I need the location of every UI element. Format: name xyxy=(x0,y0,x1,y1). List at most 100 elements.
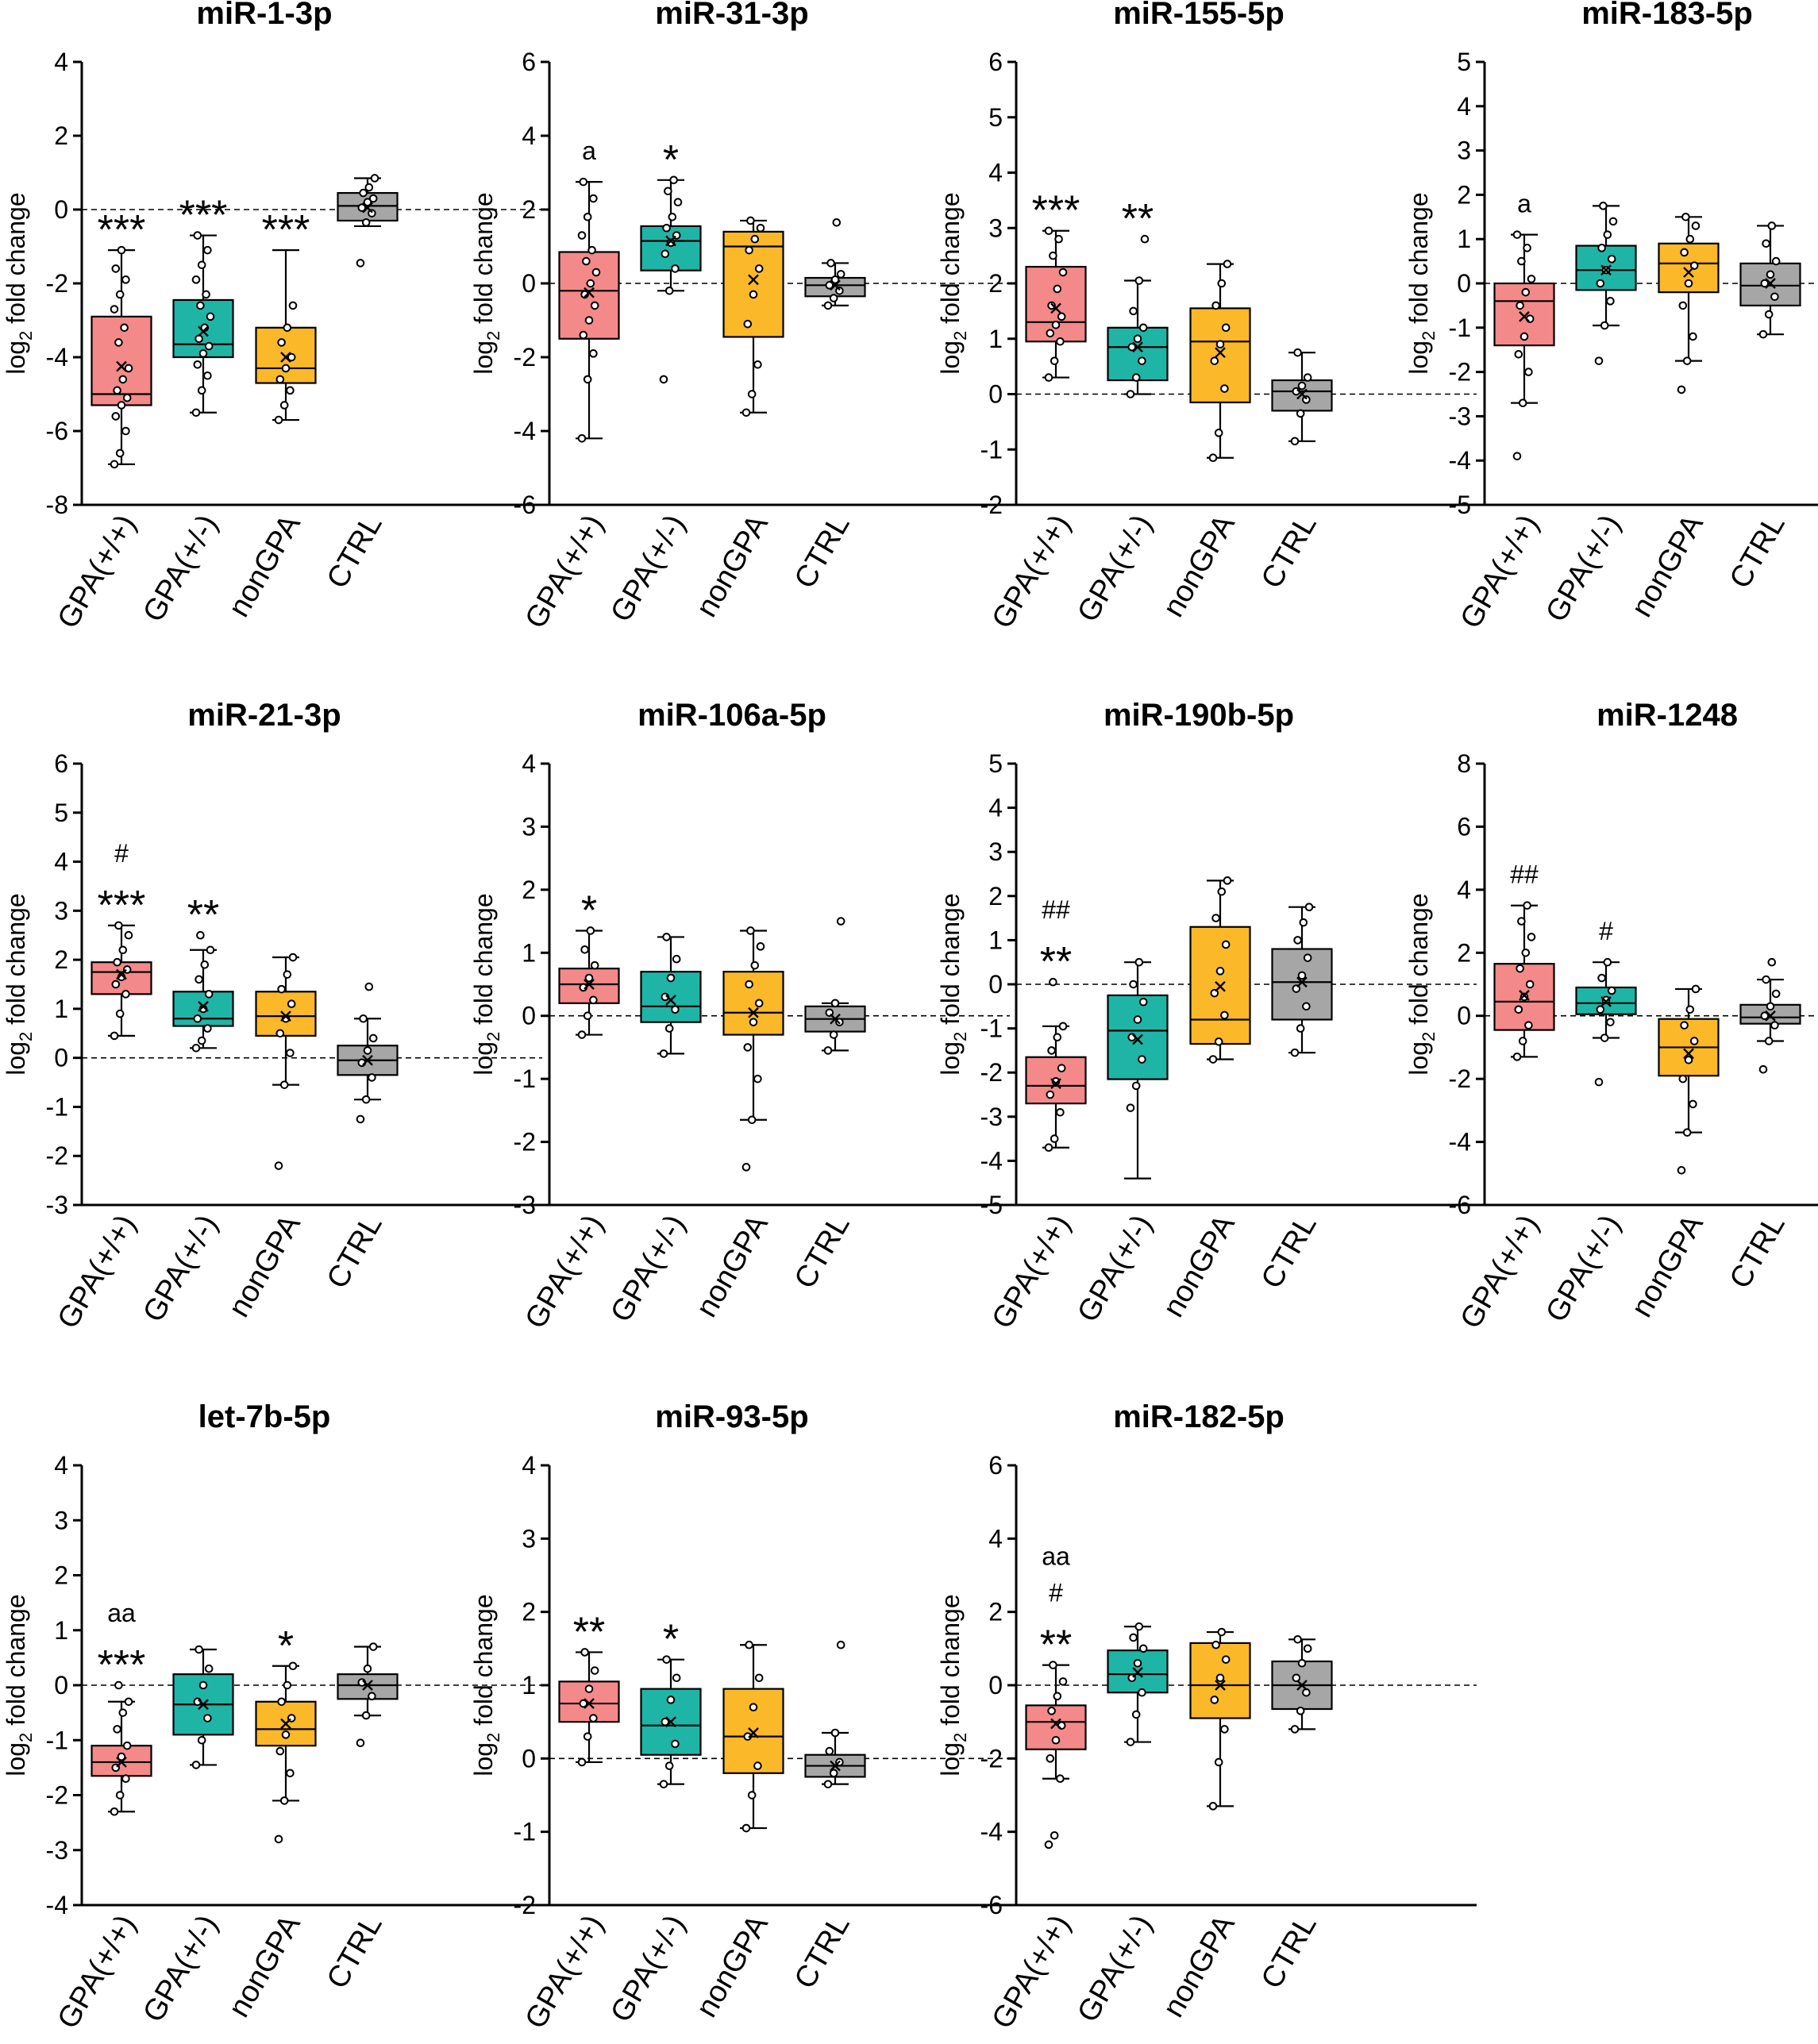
data-point xyxy=(583,213,592,221)
y-tick-label: -2 xyxy=(46,1141,68,1170)
data-point xyxy=(115,290,125,299)
box-ctrl xyxy=(337,982,399,1124)
y-tick-label: 0 xyxy=(522,1744,536,1773)
data-point xyxy=(1596,1005,1605,1014)
box-gpa: *** aa xyxy=(91,1599,152,1816)
mean-marker xyxy=(1519,990,1530,1001)
x-category-label: nonGPA xyxy=(1157,1909,1242,2023)
chart-title: let-7b-5p xyxy=(198,1399,331,1434)
data-point xyxy=(823,1046,833,1055)
box-ctrl xyxy=(337,1642,399,1748)
data-point xyxy=(275,1746,285,1756)
data-point xyxy=(1133,334,1142,344)
data-point xyxy=(830,999,840,1008)
data-point xyxy=(1527,275,1536,283)
y-tick-label: -6 xyxy=(1449,1191,1471,1219)
y-tick-label: -4 xyxy=(980,1146,1003,1175)
chart-title: miR-155-5p xyxy=(1113,0,1285,31)
data-point xyxy=(1691,984,1701,994)
data-point xyxy=(747,1115,757,1125)
mean-marker xyxy=(1519,311,1530,322)
x-category-label: GPA(+/-) xyxy=(137,1210,224,1328)
y-tick-label: 4 xyxy=(522,121,536,150)
data-point xyxy=(672,1673,681,1683)
data-point xyxy=(1215,1673,1225,1683)
data-point xyxy=(1685,1005,1695,1014)
y-tick-label: 4 xyxy=(988,159,1003,187)
data-point xyxy=(111,264,121,273)
box-iqr xyxy=(558,968,620,1004)
x-category-label: nonGPA xyxy=(1157,1209,1242,1323)
y-tick-label: 4 xyxy=(522,1451,536,1480)
mean-marker xyxy=(1215,347,1226,359)
data-point xyxy=(661,249,670,259)
data-point xyxy=(754,264,764,273)
y-tick-label: -3 xyxy=(514,1191,536,1219)
data-point xyxy=(1681,213,1690,221)
data-point xyxy=(1044,1840,1053,1850)
y-tick-label: 1 xyxy=(54,1616,68,1645)
data-point xyxy=(1525,980,1535,989)
data-point xyxy=(589,349,598,358)
data-point xyxy=(1297,971,1307,980)
data-point xyxy=(1058,268,1068,277)
x-category-label: GPA(+/-) xyxy=(604,510,691,628)
box-iqr xyxy=(1189,1642,1251,1719)
x-category-label: GPA(+/+) xyxy=(519,1210,610,1335)
mean-marker xyxy=(1296,388,1308,400)
data-point xyxy=(825,1746,834,1756)
x-category-label: GPA(+/+) xyxy=(52,1910,143,2035)
data-point xyxy=(117,245,126,255)
data-point xyxy=(749,290,758,299)
data-point xyxy=(832,217,842,227)
data-point xyxy=(1223,876,1232,885)
data-point xyxy=(204,990,214,999)
y-tick-label: 3 xyxy=(1457,137,1471,165)
y-tick-label: 0 xyxy=(988,970,1003,999)
data-point xyxy=(1292,1673,1301,1683)
data-point xyxy=(829,1030,838,1039)
mean-marker xyxy=(116,968,127,980)
y-tick-label: -2 xyxy=(514,1128,536,1157)
significance-label: * xyxy=(663,1617,679,1663)
data-point xyxy=(754,999,764,1008)
box-nongpa xyxy=(1189,1627,1251,1811)
data-point xyxy=(370,174,379,183)
data-point xyxy=(1677,385,1686,395)
data-point xyxy=(283,970,292,979)
data-point xyxy=(110,460,119,469)
data-point xyxy=(668,213,677,221)
mean-marker xyxy=(1215,1680,1226,1691)
data-point xyxy=(117,1752,126,1761)
data-point xyxy=(1770,1021,1779,1030)
data-point xyxy=(197,386,206,395)
y-tick-label: -2 xyxy=(46,269,68,298)
data-point xyxy=(1677,1166,1686,1175)
y-tick-label: 2 xyxy=(1457,938,1471,967)
data-point xyxy=(197,1036,206,1045)
data-point xyxy=(589,1714,598,1723)
data-point xyxy=(1608,217,1618,226)
x-category-label: GPA(+/+) xyxy=(52,510,143,635)
data-point xyxy=(1046,1754,1055,1763)
data-point xyxy=(750,960,760,970)
data-point xyxy=(1053,1033,1062,1042)
data-point xyxy=(662,1655,671,1664)
y-tick-label: 4 xyxy=(54,1451,68,1480)
data-point xyxy=(121,426,130,436)
data-point xyxy=(1296,409,1305,418)
data-point xyxy=(1516,301,1524,310)
data-point xyxy=(286,1049,295,1057)
y-tick-label: -1 xyxy=(46,1726,68,1754)
data-point xyxy=(1599,202,1608,210)
data-point xyxy=(1514,1005,1523,1014)
box-iqr xyxy=(722,230,784,338)
chart-mir-1248: miR-1248 log2 fold change -6 -4 -2 0 2 4 6 8 GPA(+… xyxy=(1404,698,1818,1334)
significance-label: *** xyxy=(1032,188,1080,234)
x-category-label: GPA(+/-) xyxy=(1071,1210,1158,1328)
box-ctrl xyxy=(804,1640,866,1788)
chart-mir-106a-5p: miR-106a-5p log2 fold change -3 -2 -1 0 1 2 3 4 GP… xyxy=(469,698,1010,1334)
box-gpa: ** ## xyxy=(1025,895,1087,1153)
data-point xyxy=(197,260,206,270)
mean-marker xyxy=(1215,980,1226,992)
